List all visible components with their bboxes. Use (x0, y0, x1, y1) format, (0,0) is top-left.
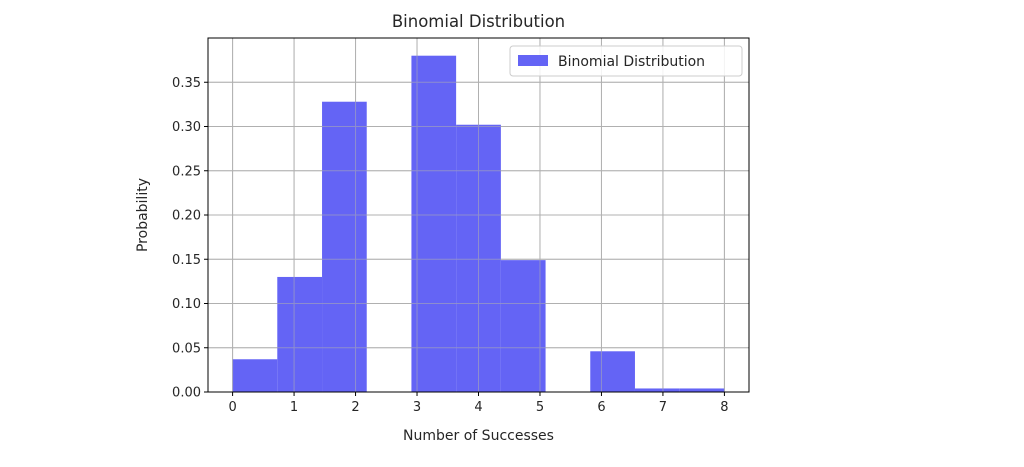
histogram-bar (277, 276, 323, 392)
ticks-layer: 0 1 2 3 4 5 6 7 8 0.00 0.05 0.10 0.15 0.20 0.25 0.30 0.3… (172, 76, 729, 415)
legend-box (509, 45, 743, 77)
x-tick-label: 2 (351, 400, 359, 415)
y-tick-label: 0.30 (172, 120, 201, 135)
x-tick-label: 7 (659, 400, 667, 415)
y-tick-label: 0.15 (172, 253, 201, 268)
histogram-bar (590, 351, 635, 392)
histogram-bar (634, 388, 680, 392)
x-tick-label: 3 (413, 400, 421, 415)
x-tick-label: 5 (536, 400, 544, 415)
histogram-bar (232, 359, 278, 392)
y-tick-label: 0.25 (172, 164, 201, 179)
x-tick-label: 1 (290, 400, 298, 415)
x-tick-label: 4 (474, 400, 482, 415)
y-tick-label: 0.10 (172, 297, 201, 312)
legend-swatch (518, 55, 548, 66)
x-tick-label: 6 (597, 400, 605, 415)
histogram-bar (411, 55, 457, 392)
y-tick-label: 0.00 (172, 386, 201, 401)
y-axis-label: Probability (135, 178, 151, 252)
histogram-bar (500, 260, 546, 392)
y-tick-label: 0.05 (172, 341, 201, 356)
histogram-bar (322, 101, 367, 392)
chart-title: Binomial Distribution (392, 12, 565, 31)
y-tick-label: 0.20 (172, 209, 201, 224)
histogram-bar (679, 388, 725, 392)
grid-overlay (208, 38, 749, 393)
y-tick-label: 0.35 (172, 76, 201, 91)
x-tick-label: 0 (228, 400, 236, 415)
legend-label: Binomial Distribution (558, 54, 705, 70)
legend: Binomial Distribution (509, 45, 743, 77)
x-tick-label: 8 (720, 400, 728, 415)
x-axis-label: Number of Successes (403, 428, 554, 444)
